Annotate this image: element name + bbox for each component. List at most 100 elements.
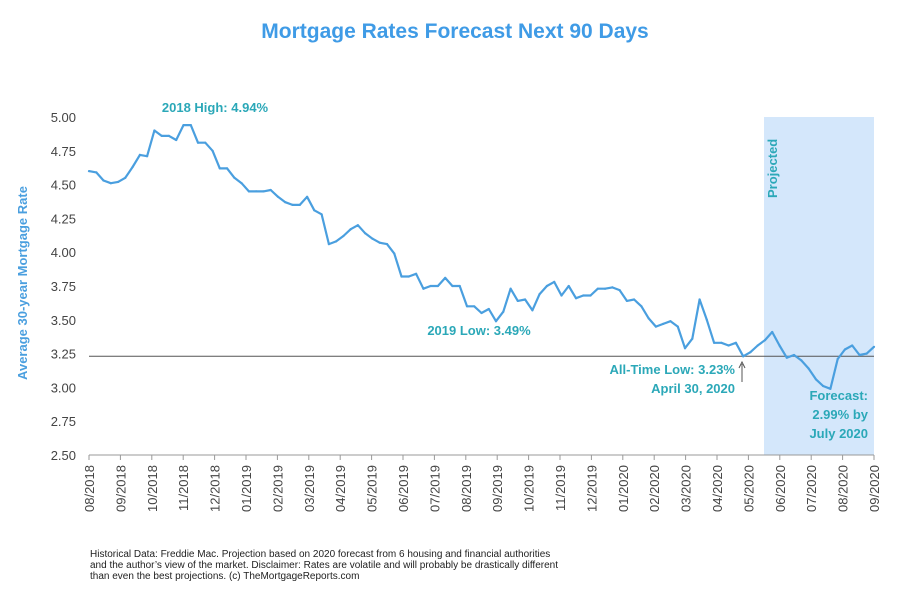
rate-data-point xyxy=(633,298,636,301)
rate-data-point xyxy=(284,201,287,204)
x-tick-label: 06/2020 xyxy=(773,465,788,512)
x-tick-label: 02/2020 xyxy=(647,465,662,512)
annotation-forecast: Forecast: 2.99% by July 2020 xyxy=(809,388,868,441)
rate-data-point xyxy=(247,190,250,193)
rate-data-point xyxy=(153,129,156,132)
x-tick-label: 01/2020 xyxy=(616,465,631,512)
y-tick-label: 5.00 xyxy=(51,110,76,125)
y-tick-label: 4.50 xyxy=(51,178,76,193)
annotation-forecast-line1: Forecast: xyxy=(809,388,868,403)
rate-data-point xyxy=(669,320,672,323)
projected-band xyxy=(764,117,874,455)
rate-data-point xyxy=(494,320,498,323)
rate-data-point xyxy=(814,378,818,381)
rate-data-point xyxy=(756,344,759,347)
rate-data-point xyxy=(640,305,643,308)
x-tick-label: 07/2019 xyxy=(427,465,442,512)
rate-data-point xyxy=(647,317,650,320)
rate-data-point xyxy=(262,190,265,193)
x-tick-label: 02/2019 xyxy=(270,465,285,512)
y-tick-label: 4.25 xyxy=(51,211,76,226)
rate-data-point xyxy=(451,284,454,288)
rate-data-point xyxy=(604,287,607,290)
rate-data-point xyxy=(313,209,316,212)
x-tick-label: 11/2018 xyxy=(176,465,191,511)
rate-data-point xyxy=(771,330,774,334)
rate-data-point xyxy=(415,272,418,275)
rate-data-point xyxy=(117,180,120,183)
y-tick-label: 3.75 xyxy=(51,279,76,294)
x-tick-label: 09/2018 xyxy=(113,465,128,512)
x-tick-label: 11/2019 xyxy=(553,465,568,511)
annotation-all-time-low-value: All-Time Low: 3.23% xyxy=(610,362,736,377)
rate-data-point xyxy=(109,182,112,185)
annotation-2018-high: 2018 High: 4.94% xyxy=(162,100,269,115)
rate-data-point xyxy=(349,228,352,231)
rate-data-point xyxy=(524,298,527,301)
rate-data-point xyxy=(742,355,745,358)
rate-data-point xyxy=(204,141,207,144)
annotation-all-time-low: All-Time Low: 3.23% April 30, 2020 xyxy=(610,360,746,396)
rate-data-point xyxy=(574,297,578,300)
footnote: Historical Data: Freddie Mac. Projection… xyxy=(90,549,650,582)
rate-data-point xyxy=(836,357,839,361)
rate-data-point xyxy=(654,325,658,328)
rate-data-point xyxy=(320,213,323,216)
rate-data-point xyxy=(429,284,432,288)
x-tick-label: 08/2018 xyxy=(82,465,97,512)
rate-data-point xyxy=(872,345,876,348)
x-tick-label: 07/2020 xyxy=(804,465,819,512)
y-tick-label: 2.50 xyxy=(51,448,76,463)
rate-data-point xyxy=(211,149,214,152)
rate-data-point xyxy=(589,294,592,297)
y-tick-label: 2.75 xyxy=(51,414,76,429)
rate-data-point xyxy=(436,284,439,288)
rate-data-point xyxy=(160,134,163,137)
rate-data-point xyxy=(822,384,825,388)
rate-data-point xyxy=(858,353,861,357)
rate-data-point xyxy=(400,275,403,278)
x-tick-label: 04/2019 xyxy=(333,465,348,512)
rate-data-point xyxy=(785,356,788,359)
rate-data-point xyxy=(720,341,723,344)
y-axis-label: Average 30-year Mortgage Rate xyxy=(15,186,30,380)
rate-data-point xyxy=(691,337,694,340)
rate-data-point xyxy=(378,241,381,244)
rate-data-point xyxy=(276,195,280,198)
annotation-2019-low: 2019 Low: 3.49% xyxy=(427,323,531,338)
x-axis-ticks: 08/2018 09/2018 10/2018 11/2018 12/2018 01/20… xyxy=(82,455,882,512)
rate-data-point xyxy=(87,170,91,173)
rate-data-point xyxy=(792,353,796,357)
rate-data-point xyxy=(487,307,490,311)
rate-data-point xyxy=(422,287,425,290)
rate-data-point xyxy=(676,325,679,328)
rate-data-point xyxy=(444,276,447,279)
chart-title: Mortgage Rates Forecast Next 90 Days xyxy=(261,20,649,43)
rate-data-point xyxy=(502,310,505,313)
x-tick-label: 09/2020 xyxy=(867,465,882,512)
rate-data-point xyxy=(327,243,330,246)
footnote-line-1: Historical Data: Freddie Mac. Projection… xyxy=(90,549,551,560)
rate-data-point xyxy=(240,182,243,185)
rate-data-point xyxy=(705,318,708,321)
rate-data-point xyxy=(560,294,563,297)
rate-data-point xyxy=(625,299,629,302)
y-tick-label: 3.00 xyxy=(51,380,76,395)
rate-data-point xyxy=(102,179,105,182)
rate-data-point xyxy=(233,176,236,179)
rate-data-point xyxy=(335,240,338,243)
rate-data-point xyxy=(851,344,854,347)
rate-data-point xyxy=(298,203,301,206)
footnote-line-3: than even the best projections. (c) TheM… xyxy=(90,571,360,582)
rate-data-point xyxy=(393,252,396,255)
rate-data-point xyxy=(255,190,258,193)
rate-data-point xyxy=(865,352,868,355)
rate-data-point xyxy=(618,289,621,292)
rate-data-point xyxy=(138,153,141,156)
x-tick-label: 12/2019 xyxy=(584,465,599,512)
rate-data-point xyxy=(778,344,781,347)
y-tick-label: 4.75 xyxy=(51,144,76,159)
rate-data-point xyxy=(545,284,549,288)
x-tick-label: 08/2019 xyxy=(459,465,474,512)
rate-data-point xyxy=(385,243,389,246)
